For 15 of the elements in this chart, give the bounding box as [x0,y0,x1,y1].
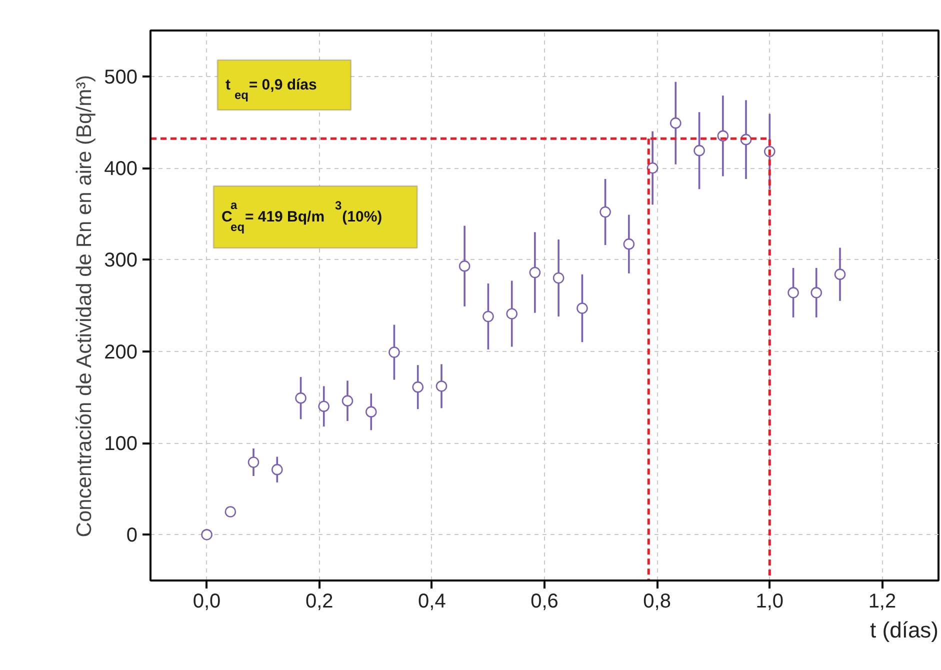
y-tick-label: 500 [104,66,138,88]
x-tick-label: 1,2 [868,590,896,612]
x-tick-label: 0,2 [305,590,334,612]
x-tick-label: 0,4 [418,590,446,612]
x-tick-label: 0,6 [530,590,558,612]
x-tick-label: 1,0 [756,590,784,612]
x-tick-label: 0,0 [192,590,221,612]
y-tick-label: 100 [104,433,138,455]
y-tick-label: 200 [104,341,138,364]
y-tick-label: 0 [126,524,138,547]
y-axis-title: Concentración de Actividad de Rn en aire (Bq/m³) [73,74,96,538]
x-axis-title: t (días) [870,618,939,642]
y-tick-label: 300 [104,250,138,272]
y-tick-label: 400 [104,158,138,180]
x-tick-label: 0,8 [643,590,671,612]
